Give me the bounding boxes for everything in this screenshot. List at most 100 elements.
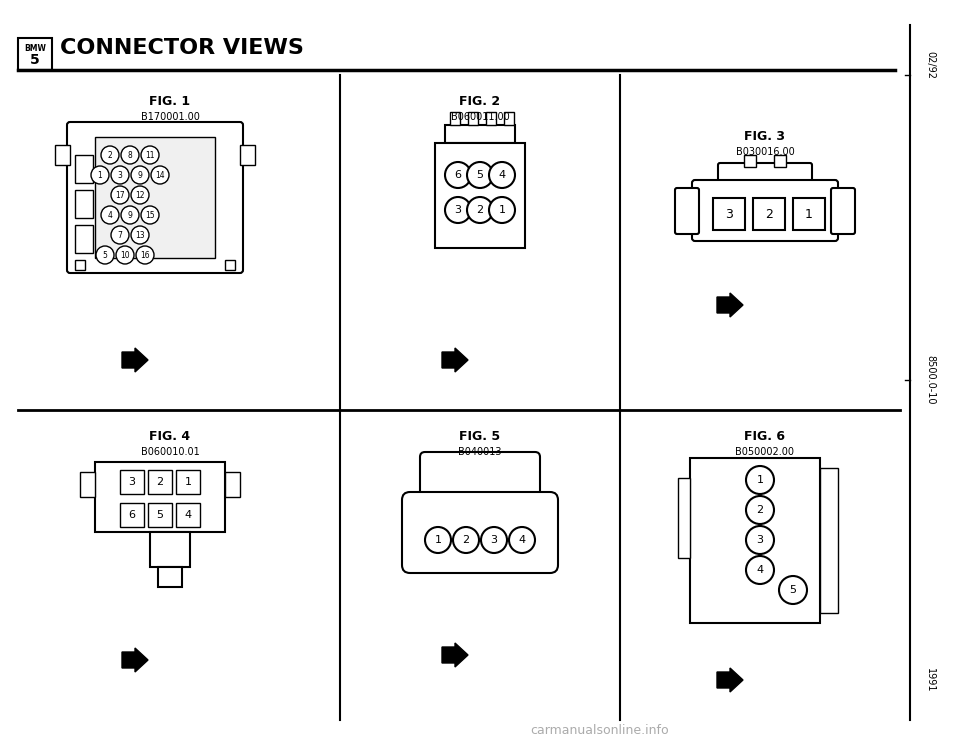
Text: 1: 1: [435, 535, 442, 545]
Text: 2: 2: [108, 150, 112, 159]
Text: 8500.0-10: 8500.0-10: [925, 355, 935, 405]
Text: 1991: 1991: [925, 668, 935, 692]
Circle shape: [445, 162, 471, 188]
Bar: [753, 198, 785, 230]
Text: 2: 2: [476, 205, 484, 215]
Text: 13: 13: [135, 231, 145, 240]
Circle shape: [489, 162, 515, 188]
Text: 11: 11: [145, 150, 155, 159]
Bar: [176, 503, 200, 527]
Circle shape: [91, 166, 109, 184]
Text: 9: 9: [137, 170, 142, 179]
Bar: [240, 145, 255, 165]
Text: FIG. 1: FIG. 1: [150, 95, 191, 108]
Circle shape: [101, 206, 119, 224]
FancyBboxPatch shape: [420, 452, 540, 507]
Circle shape: [121, 146, 139, 164]
Text: 1: 1: [805, 208, 813, 220]
Bar: [678, 478, 690, 558]
Text: 2: 2: [765, 208, 773, 220]
FancyBboxPatch shape: [402, 492, 558, 573]
Bar: [55, 145, 70, 165]
Circle shape: [509, 527, 535, 553]
Bar: [713, 198, 745, 230]
Bar: [80, 472, 95, 497]
Text: 1: 1: [98, 170, 103, 179]
Text: 5: 5: [789, 585, 797, 595]
Bar: [95, 137, 215, 258]
Polygon shape: [717, 293, 743, 317]
Text: 6: 6: [129, 510, 135, 520]
Circle shape: [131, 186, 149, 204]
Text: 7: 7: [117, 231, 123, 240]
Polygon shape: [122, 348, 148, 372]
Text: CONNECTOR VIEWS: CONNECTOR VIEWS: [60, 38, 304, 58]
Text: 4: 4: [184, 510, 192, 520]
Text: 3: 3: [129, 477, 135, 487]
Text: 3: 3: [725, 208, 732, 220]
Text: 1: 1: [756, 475, 763, 485]
Circle shape: [131, 226, 149, 244]
Circle shape: [116, 246, 134, 264]
Bar: [75, 155, 93, 183]
Circle shape: [111, 166, 129, 184]
Circle shape: [101, 146, 119, 164]
Text: 2: 2: [156, 477, 163, 487]
Text: 4: 4: [498, 170, 506, 180]
Bar: [75, 190, 93, 218]
Bar: [120, 470, 144, 494]
Circle shape: [141, 146, 159, 164]
Bar: [176, 470, 200, 494]
Bar: [148, 503, 172, 527]
Circle shape: [467, 197, 493, 223]
Bar: [486, 112, 496, 125]
Bar: [744, 155, 756, 167]
Bar: [225, 260, 235, 270]
Bar: [120, 503, 144, 527]
Circle shape: [779, 576, 807, 604]
Text: B170001.00: B170001.00: [140, 112, 200, 122]
Text: B050002.00: B050002.00: [735, 447, 795, 457]
Text: 1: 1: [498, 205, 506, 215]
Polygon shape: [717, 668, 743, 692]
Circle shape: [96, 246, 114, 264]
Text: 02/92: 02/92: [925, 51, 935, 79]
Text: FIG. 4: FIG. 4: [150, 430, 191, 443]
Text: 10: 10: [120, 251, 130, 260]
Text: 5: 5: [103, 251, 108, 260]
Bar: [95, 462, 225, 532]
Bar: [225, 472, 240, 497]
Circle shape: [481, 527, 507, 553]
FancyBboxPatch shape: [67, 122, 243, 273]
Text: B060010.01: B060010.01: [140, 447, 200, 457]
Text: 15: 15: [145, 211, 155, 219]
Text: FIG. 3: FIG. 3: [745, 130, 785, 143]
Bar: [820, 468, 838, 613]
Polygon shape: [122, 648, 148, 672]
Text: 4: 4: [108, 211, 112, 219]
Circle shape: [467, 162, 493, 188]
Text: 3: 3: [454, 205, 462, 215]
Text: 5: 5: [476, 170, 484, 180]
Text: 6: 6: [454, 170, 462, 180]
Bar: [75, 260, 85, 270]
Circle shape: [489, 197, 515, 223]
FancyBboxPatch shape: [831, 188, 855, 234]
Circle shape: [141, 206, 159, 224]
Circle shape: [453, 527, 479, 553]
Text: 4: 4: [518, 535, 525, 545]
Bar: [504, 112, 514, 125]
Text: 1: 1: [184, 477, 191, 487]
Text: 3: 3: [491, 535, 497, 545]
Text: B040013: B040013: [458, 447, 502, 457]
Text: 2: 2: [756, 505, 763, 515]
Text: 9: 9: [128, 211, 132, 219]
Text: 4: 4: [756, 565, 763, 575]
Text: B060011.00: B060011.00: [450, 112, 510, 122]
Text: carmanualsonline.info: carmanualsonline.info: [531, 723, 669, 737]
Text: 2: 2: [463, 535, 469, 545]
Circle shape: [121, 206, 139, 224]
Text: 12: 12: [135, 190, 145, 199]
Bar: [148, 470, 172, 494]
Bar: [435, 143, 525, 248]
